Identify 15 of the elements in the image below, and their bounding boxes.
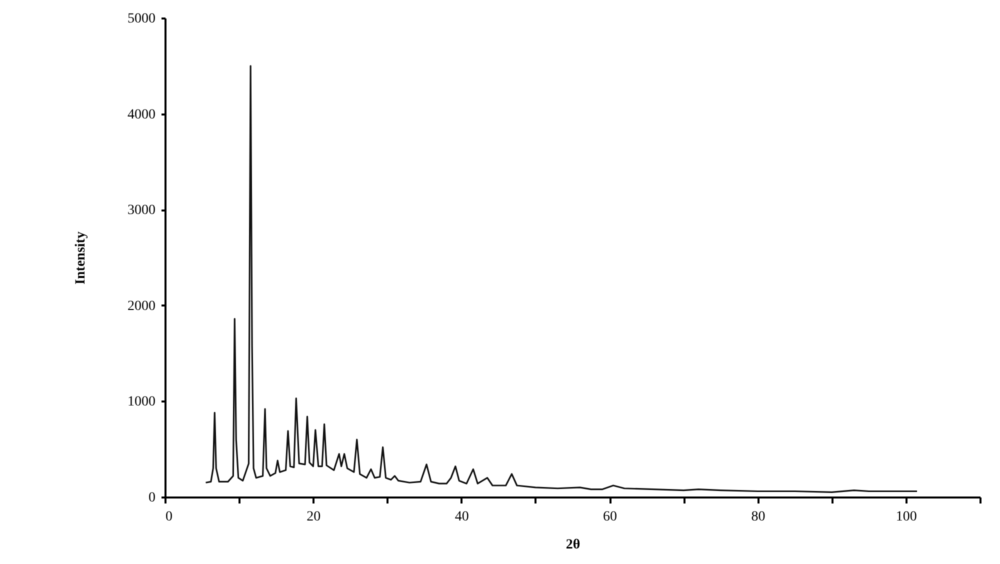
x-tick-label: 60: [603, 510, 618, 524]
y-tick-label: 5000: [128, 12, 156, 26]
line-series: [204, 65, 918, 494]
y-axis-title: Intensity: [74, 232, 88, 284]
y-tick-label: 2000: [128, 298, 156, 314]
y-tick-label: 1000: [128, 394, 156, 410]
x-tick-label: 100: [896, 510, 917, 524]
y-tick-label: 0: [148, 490, 156, 506]
x-tick-label: 20: [306, 510, 321, 524]
y-tick-label: 4000: [128, 107, 156, 122]
x-tick-label: 40: [454, 510, 469, 524]
x-tick-label: 0: [166, 510, 172, 524]
x-tick-label: 80: [751, 510, 766, 524]
x-axis-title: 2θ: [566, 538, 580, 552]
y-tick-label: 3000: [128, 203, 156, 218]
